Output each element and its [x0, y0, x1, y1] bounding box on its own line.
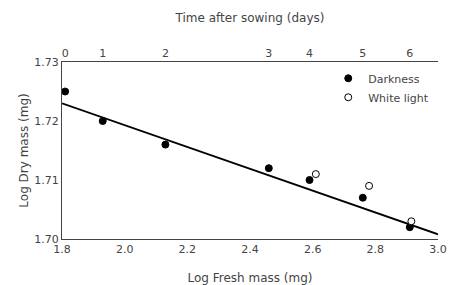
svg-text:1: 1	[99, 47, 106, 60]
svg-text:3.0: 3.0	[429, 243, 447, 256]
svg-text:2.2: 2.2	[179, 243, 197, 256]
svg-text:2.0: 2.0	[116, 243, 134, 256]
svg-text:Log Fresh mass (mg): Log Fresh mass (mg)	[187, 271, 312, 285]
svg-text:Time after sowing (days): Time after sowing (days)	[175, 11, 325, 25]
svg-text:3: 3	[265, 47, 272, 60]
svg-text:1.70: 1.70	[34, 233, 59, 246]
svg-text:Log Dry mass (mg): Log Dry mass (mg)	[17, 93, 31, 207]
svg-text:2: 2	[162, 47, 169, 60]
svg-text:White light: White light	[368, 92, 429, 105]
svg-text:Darkness: Darkness	[368, 73, 420, 86]
svg-text:1.8: 1.8	[53, 243, 71, 256]
svg-text:6: 6	[406, 47, 413, 60]
svg-text:1.72: 1.72	[34, 115, 59, 128]
svg-text:5: 5	[359, 47, 366, 60]
svg-text:4: 4	[306, 47, 313, 60]
svg-text:2.6: 2.6	[304, 243, 322, 256]
svg-text:0: 0	[62, 47, 69, 60]
svg-text:1.71: 1.71	[34, 174, 59, 187]
svg-text:2.4: 2.4	[241, 243, 259, 256]
svg-text:1.73: 1.73	[34, 56, 59, 69]
svg-text:2.8: 2.8	[367, 243, 385, 256]
